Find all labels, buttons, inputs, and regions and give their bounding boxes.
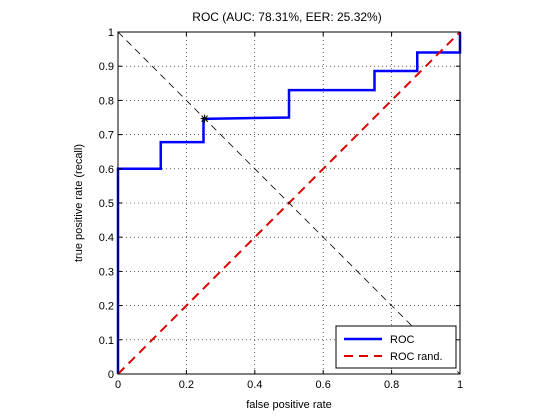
roc-curve (116, 32, 462, 374)
x-tick-label: 0 (115, 379, 121, 391)
y-tick-label: 0.2 (99, 301, 114, 313)
y-axis-label: true positive rate (recall) (73, 144, 85, 262)
y-tick-label: 0.7 (99, 130, 114, 142)
y-tick-label: 0.5 (99, 198, 114, 210)
plot-lines (116, 31, 462, 375)
legend-label-roc: ROC (390, 334, 415, 346)
x-tick-label: 0.8 (384, 379, 399, 391)
y-tick-label: 0.3 (99, 266, 114, 278)
eer-diagonal (117, 31, 461, 375)
x-tick-label: 1 (457, 379, 463, 391)
x-axis-label: false positive rate (246, 399, 332, 411)
legend-label-roc-rand: ROC rand. (390, 351, 443, 363)
x-axis-ticks: 0 0.2 0.4 0.6 0.8 1 (115, 32, 463, 391)
x-tick-label: 0.4 (247, 379, 262, 391)
x-tick-label: 0.6 (316, 379, 331, 391)
y-tick-label: 1 (108, 27, 114, 39)
legend-box (335, 325, 457, 369)
y-tick-label: 0.9 (99, 61, 114, 73)
y-tick-label: 0.8 (99, 95, 114, 107)
legend: ROC ROC rand. (335, 325, 457, 369)
y-tick-label: 0.1 (99, 335, 114, 347)
y-tick-label: 0 (108, 369, 114, 381)
y-tick-label: 0.6 (99, 164, 114, 176)
x-tick-label: 0.2 (179, 379, 194, 391)
chart-title: ROC (AUC: 78.31%, EER: 25.32%) (192, 10, 381, 24)
eer-marker (200, 114, 209, 123)
y-tick-label: 0.4 (99, 232, 114, 244)
y-axis-ticks: 0 0.1 0.2 0.3 0.4 0.5 0.6 0.7 0.8 0.9 1 (99, 27, 460, 381)
